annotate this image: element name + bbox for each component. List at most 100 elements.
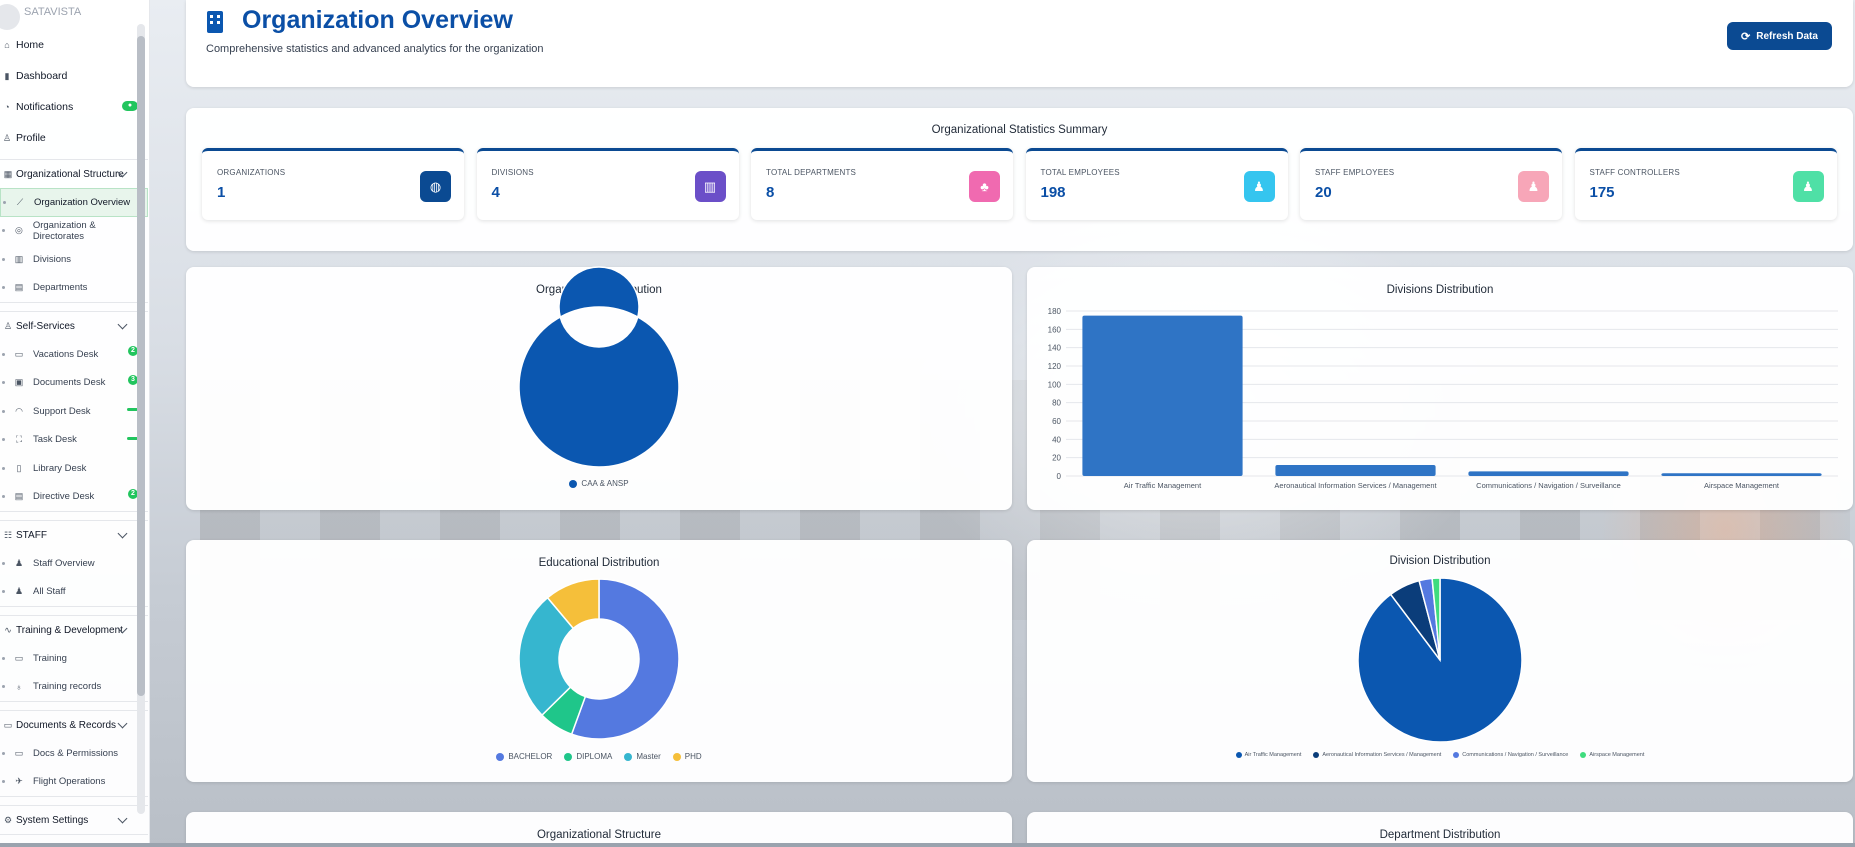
organization-distribution-card — [186, 267, 1012, 510]
folder-icon: ▭ — [3, 719, 13, 730]
legend-swatch — [569, 479, 578, 488]
count-badge: 2 — [128, 346, 138, 356]
sidebar-item-dashboard[interactable]: ▮ Dashboard — [0, 64, 148, 88]
sidebar-item-label: Support Desk — [33, 405, 91, 417]
sidebar-group-1: ♙ Self-Services ▭ Vacations Desk 2 ▣ Documents… — [0, 311, 148, 512]
sidebar-group-label: Training & Development — [16, 624, 123, 636]
id-card-icon: ▭ — [14, 747, 24, 758]
stat-value: 198 — [1040, 184, 1066, 201]
sidebar-item-training-records[interactable]: ♁ Training records — [0, 673, 148, 702]
sidebar-scrollbar[interactable] — [137, 24, 145, 814]
sidebar-item-label: Staff Overview — [33, 557, 95, 569]
sidebar-item-label: All Staff — [33, 586, 66, 598]
sidebar-item-support-desk[interactable]: ◠ Support Desk — [0, 397, 148, 426]
stat-value: 175 — [1589, 184, 1615, 201]
organization-distribution-title: Organization Distribution — [536, 284, 662, 296]
sidebar-group-header[interactable]: ⚙ System Settings — [0, 806, 148, 834]
legend-swatch — [1453, 752, 1460, 758]
legend-label: Communications / Navigation / Surveillan… — [1462, 752, 1569, 758]
status-indicator — [127, 408, 138, 411]
sidebar-item-all-staff[interactable]: ♟ All Staff — [0, 578, 148, 607]
sidebar-group-header[interactable]: ∿ Training & Development — [0, 616, 148, 644]
sidebar-item-profile[interactable]: ♙ Profile — [0, 126, 148, 150]
sidebar-item-vacations-desk[interactable]: ▭ Vacations Desk 2 — [0, 340, 148, 369]
sidebar-item-home[interactable]: ⌂ Home — [0, 33, 148, 57]
sidebar-item-label: Task Desk — [33, 434, 77, 446]
legend-item[interactable]: Communications / Navigation / Surveillan… — [1453, 752, 1568, 758]
legend-swatch — [672, 752, 681, 761]
sidebar-item-docs-permissions[interactable]: ▭ Docs & Permissions — [0, 739, 148, 768]
legend-swatch — [1313, 752, 1320, 758]
sidebar-item-label: Organization & Directorates — [32, 219, 96, 242]
legend-item[interactable]: Aeronautical Information Services / Mana… — [1313, 752, 1441, 758]
bottom-scrollbar[interactable] — [0, 843, 1855, 847]
plane-icon: ✈ — [15, 776, 23, 787]
bullet-icon — [2, 685, 5, 689]
page-title: Organization Overview — [242, 6, 513, 34]
status-indicator — [127, 436, 138, 440]
sidebar-item-staff-overview[interactable]: ♟ Staff Overview — [0, 549, 148, 578]
legend-swatch — [564, 752, 573, 761]
stat-label: ORGANIZATIONS — [217, 168, 286, 177]
refresh-icon: ⟳ — [1741, 30, 1751, 43]
sidebar-group-header[interactable]: ▭ Documents & Records — [0, 711, 148, 739]
chevron-down-icon[interactable] — [117, 718, 128, 729]
sidebar-group-5: ⚙ System Settings — [0, 805, 148, 835]
gear-icon: ⚙ — [3, 814, 13, 825]
document-icon: ▣ — [14, 377, 24, 388]
sidebar-item-organization-directorates[interactable]: ◎ Organization & Directorates — [0, 217, 148, 246]
organizational-structure-card — [186, 812, 1012, 847]
sidebar-item-label: Directive Desk — [33, 491, 95, 503]
sidebar-group-header[interactable]: ♙ Self-Services — [0, 312, 148, 340]
sidebar-item-organization-overview[interactable]: ⟋ Organization Overview — [0, 188, 148, 217]
building-icon — [207, 11, 223, 33]
divisions-distribution-card — [1027, 267, 1853, 510]
sidebar-item-task-desk[interactable]: ⛶ Task Desk — [0, 426, 148, 455]
chart-legend: Air Traffic Management Aeronautical Infor… — [1027, 752, 1853, 758]
refresh-data-button[interactable]: ⟳ Refresh Data — [1727, 22, 1832, 50]
sidebar-group-header[interactable]: ☷ STAFF — [0, 521, 148, 549]
sidebar-item-directive-desk[interactable]: ▤ Directive Desk 2 — [0, 483, 148, 512]
legend-item[interactable]: PHD — [672, 752, 702, 761]
chart-legend: BACHELOR DIPLOMA Master PHD — [186, 752, 1012, 761]
sidebar-scrollbar-thumb[interactable] — [137, 36, 145, 696]
sidebar-item-training[interactable]: ▭ Training — [0, 644, 148, 673]
sidebar-item-label: Training — [33, 652, 67, 664]
bullet-icon — [2, 286, 5, 290]
calendar-icon: ▭ — [14, 348, 24, 359]
legend-item[interactable]: BACHELOR — [496, 752, 552, 761]
legend-label: Aeronautical Information Services / Mana… — [1322, 752, 1442, 758]
chevron-down-icon[interactable] — [117, 319, 128, 330]
sidebar-item-label: Organization Overview — [34, 196, 131, 208]
stat-card-divisions: DIVISIONS 4 ▥ — [476, 148, 739, 220]
department-distribution-title: Department Distribution — [1379, 829, 1501, 841]
sidebar-item-library-desk[interactable]: ▯ Library Desk — [0, 454, 148, 483]
sidebar-item-departments[interactable]: ▤ Departments — [0, 274, 148, 303]
legend-item[interactable]: Airspace Management — [1580, 752, 1644, 758]
legend-item[interactable]: CAA & ANSP — [569, 479, 629, 488]
sidebar-group-header[interactable]: ▦ Organizational Structure — [0, 160, 148, 188]
chevron-down-icon[interactable] — [117, 528, 128, 539]
sidebar-group-label: System Settings — [16, 814, 89, 826]
sidebar-item-notifications[interactable]: ◔ Notifications ● — [0, 95, 148, 119]
legend-label: Master — [636, 752, 661, 761]
count-badge: 2 — [128, 488, 138, 499]
sidebar-group-4: ▭ Documents & Records ▭ Docs & Permissions ✈… — [0, 710, 148, 797]
line-chart-icon: ⟋ — [16, 196, 24, 207]
sidebar-item-documents-desk[interactable]: ▣ Documents Desk 3 — [0, 369, 148, 398]
sidebar-item-flight-operations[interactable]: ✈ Flight Operations — [0, 768, 148, 797]
stat-value: 8 — [766, 184, 775, 201]
sidebar-item-divisions[interactable]: ▥ Divisions — [0, 245, 148, 274]
division-distribution-title: Division Distribution — [1389, 555, 1491, 567]
bullet-icon — [3, 200, 6, 204]
stat-value: 20 — [1315, 184, 1332, 201]
legend-label: PHD — [684, 752, 702, 761]
legend-item[interactable]: Master — [624, 752, 661, 761]
legend-item[interactable]: DIPLOMA — [564, 752, 612, 761]
medal-icon: ♁ — [15, 681, 23, 692]
bullet-icon — [2, 780, 5, 784]
sidebar-item-label: Divisions — [33, 253, 72, 265]
globe-icon: ◍ — [420, 171, 451, 202]
legend-item[interactable]: Air Traffic Management — [1235, 752, 1301, 758]
chevron-down-icon[interactable] — [117, 813, 128, 824]
